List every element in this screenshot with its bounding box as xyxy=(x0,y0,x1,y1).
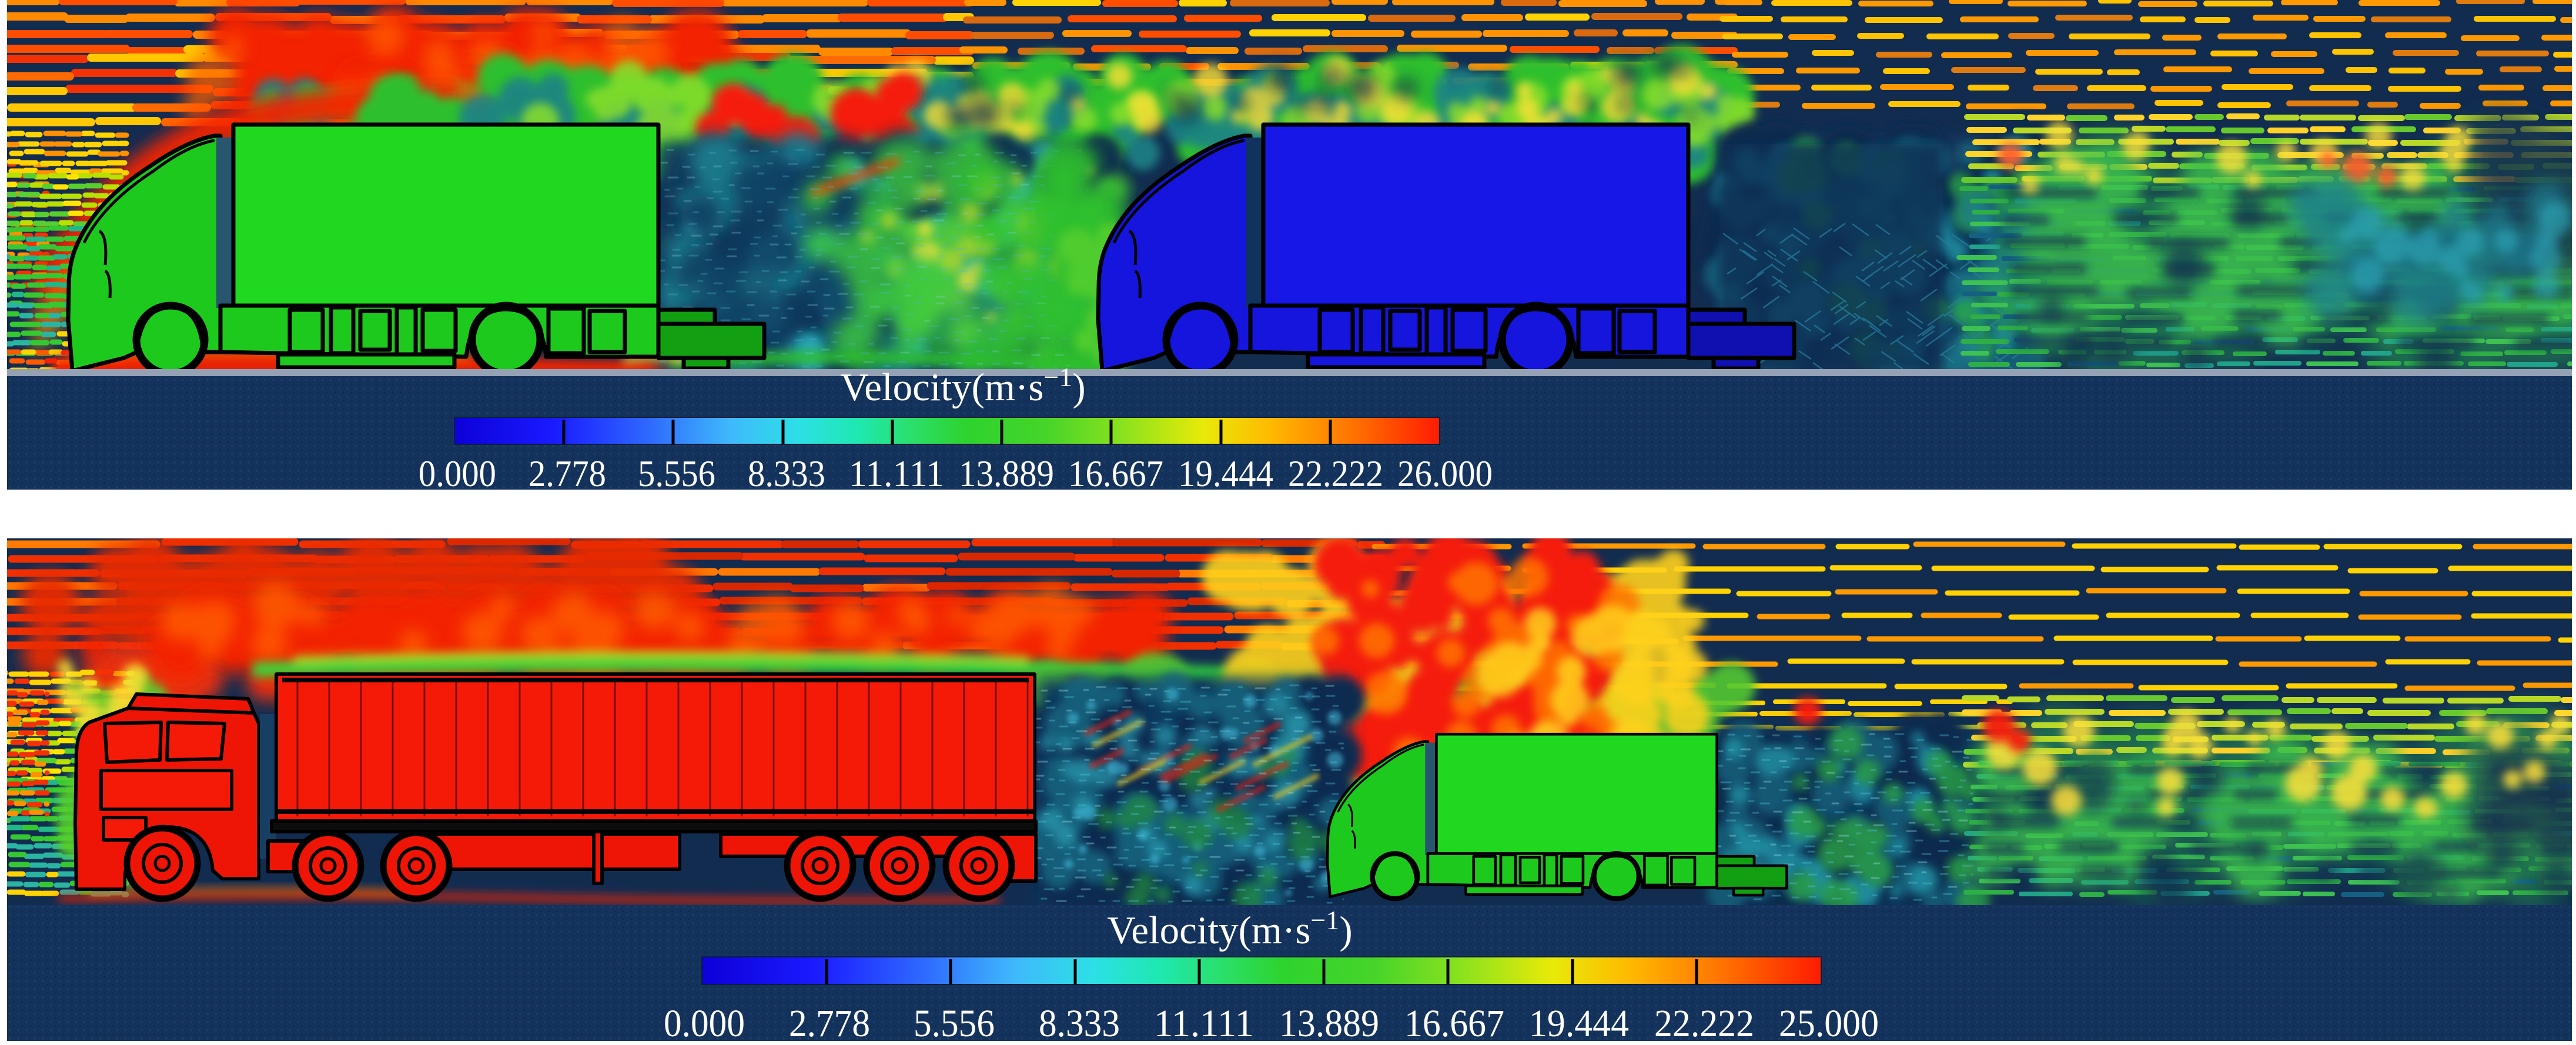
svg-text:16.667: 16.667 xyxy=(1404,1002,1504,1045)
svg-text:5.556: 5.556 xyxy=(638,453,715,494)
svg-text:5.556: 5.556 xyxy=(914,1002,995,1045)
svg-text:11.111: 11.111 xyxy=(1154,1002,1254,1045)
svg-text:13.889: 13.889 xyxy=(1279,1002,1379,1045)
svg-text:0.000: 0.000 xyxy=(419,453,496,494)
svg-text:16.667: 16.667 xyxy=(1068,453,1163,494)
svg-text:11.111: 11.111 xyxy=(849,453,944,494)
svg-text:22.222: 22.222 xyxy=(1288,453,1383,494)
svg-text:25.000: 25.000 xyxy=(1779,1002,1879,1045)
svg-text:13.889: 13.889 xyxy=(959,453,1054,494)
svg-text:19.444: 19.444 xyxy=(1178,453,1273,494)
svg-text:26.000: 26.000 xyxy=(1397,453,1493,494)
svg-text:19.444: 19.444 xyxy=(1529,1002,1629,1045)
svg-text:8.333: 8.333 xyxy=(1039,1002,1120,1045)
svg-text:8.333: 8.333 xyxy=(748,453,825,494)
svg-text:22.222: 22.222 xyxy=(1654,1002,1754,1045)
svg-text:0.000: 0.000 xyxy=(664,1002,745,1045)
svg-text:2.778: 2.778 xyxy=(528,453,606,494)
svg-text:2.778: 2.778 xyxy=(789,1002,870,1045)
